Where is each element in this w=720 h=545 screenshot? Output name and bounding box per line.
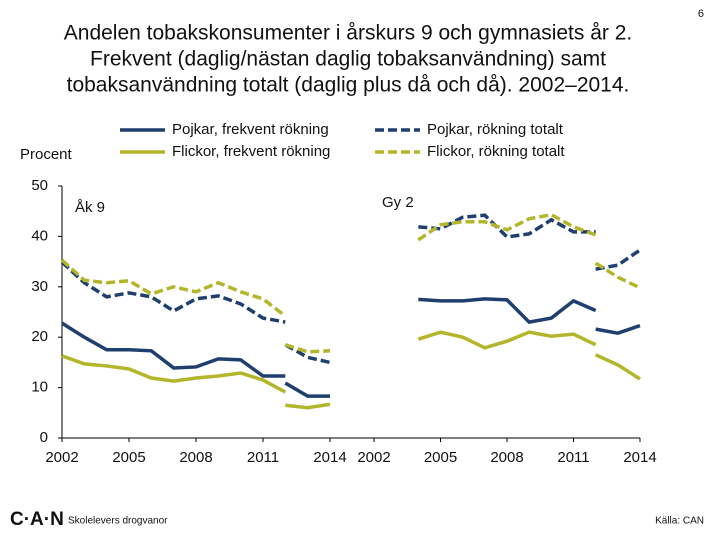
y-tick-label: 30 bbox=[31, 278, 48, 295]
series-line bbox=[60, 258, 331, 354]
series-line bbox=[418, 213, 641, 271]
x-tick-label: 2011 bbox=[557, 449, 589, 466]
series-line bbox=[61, 354, 331, 410]
y-axis-label: Procent bbox=[20, 146, 73, 163]
y-tick-label: 40 bbox=[31, 227, 48, 244]
panel-label: Åk 9 bbox=[75, 199, 105, 216]
source: Källa: CAN bbox=[655, 516, 704, 527]
series-line bbox=[418, 297, 641, 335]
x-tick-label: 2014 bbox=[623, 449, 656, 466]
footer-text: Skolelevers drogvanor bbox=[68, 516, 168, 527]
y-tick-label: 0 bbox=[40, 429, 48, 446]
legend-label: Pojkar, frekvent rökning bbox=[172, 121, 329, 138]
x-tick-label: 2008 bbox=[490, 449, 523, 466]
logo: C·A·N bbox=[10, 509, 64, 530]
x-tick-label: 2011 bbox=[247, 449, 279, 466]
legend-label: Pojkar, rökning totalt bbox=[427, 121, 564, 138]
x-tick-label: 2014 bbox=[313, 449, 346, 466]
x-tick-label: 2008 bbox=[179, 449, 212, 466]
x-tick-label: 2005 bbox=[424, 449, 457, 466]
x-tick-label: 2005 bbox=[112, 449, 145, 466]
chart-title: Andelen tobakskonsumenter i årskurs 9 oc… bbox=[64, 22, 632, 45]
y-tick-label: 10 bbox=[31, 379, 48, 396]
x-tick-label: 2002 bbox=[357, 449, 390, 466]
chart-title: tobaksanvändning totalt (daglig plus då … bbox=[67, 74, 630, 97]
legend-label: Flickor, rökning totalt bbox=[427, 143, 565, 160]
y-tick-label: 20 bbox=[31, 328, 48, 345]
y-tick-label: 50 bbox=[31, 177, 48, 194]
series-line bbox=[417, 330, 641, 381]
page-number: 6 bbox=[698, 8, 704, 20]
series-line bbox=[60, 260, 331, 365]
x-tick-label: 2002 bbox=[45, 449, 78, 466]
series-line bbox=[417, 212, 641, 290]
panel-label: Gy 2 bbox=[382, 194, 414, 211]
chart-title: Frekvent (daglig/nästan daglig tobaksanv… bbox=[90, 48, 606, 71]
legend-label: Flickor, frekvent rökning bbox=[172, 143, 330, 160]
series-line bbox=[61, 321, 330, 398]
